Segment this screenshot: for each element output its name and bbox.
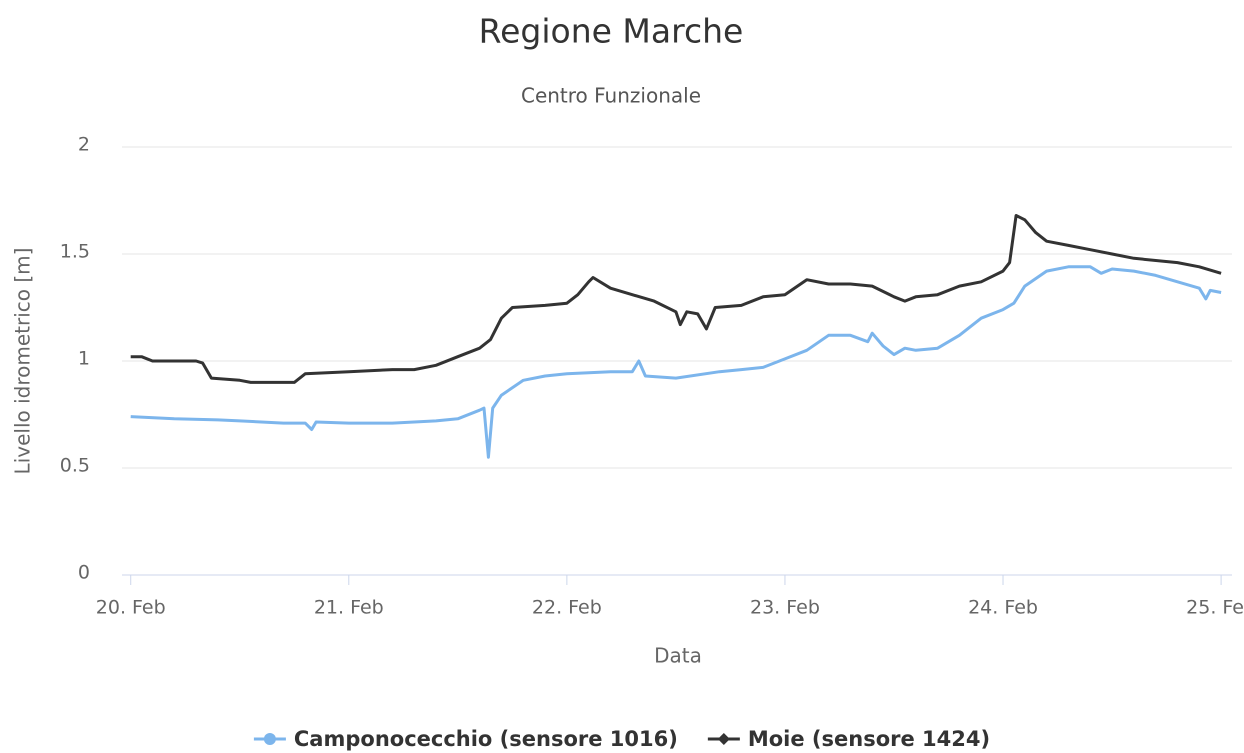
legend-item: Moie (sensore 1424) bbox=[707, 727, 990, 751]
x-axis-title: Data bbox=[654, 644, 702, 668]
y-tick-label: 1 bbox=[78, 348, 90, 370]
series-line bbox=[130, 265, 1222, 459]
x-tick-label: 22. Feb bbox=[532, 597, 602, 619]
x-tick-label: 21. Feb bbox=[314, 597, 384, 619]
y-tick-label: 1.5 bbox=[60, 241, 90, 263]
y-tick-label: 0.5 bbox=[60, 455, 90, 477]
x-tick-label: 25. Feb bbox=[1186, 597, 1244, 619]
y-tick-label: 0 bbox=[78, 562, 90, 584]
x-tick-label: 23. Feb bbox=[750, 597, 820, 619]
x-tick-label: 24. Feb bbox=[968, 597, 1038, 619]
legend-label: Camponocecchio (sensore 1016) bbox=[294, 727, 678, 751]
legend-symbol-marker bbox=[263, 733, 276, 745]
chart-subtitle: Centro Funzionale bbox=[521, 84, 701, 108]
legend-label: Moie (sensore 1424) bbox=[748, 727, 990, 751]
legend-item: Camponocecchio (sensore 1016) bbox=[253, 727, 678, 751]
series-line bbox=[130, 214, 1222, 384]
legend: Camponocecchio (sensore 1016) Moie (senso… bbox=[253, 727, 990, 751]
chart-title: Regione Marche bbox=[479, 12, 744, 51]
y-tick-label: 2 bbox=[78, 134, 90, 156]
legend-symbol-marker bbox=[717, 733, 730, 745]
y-axis-title: Livello idrometrico [m] bbox=[11, 248, 35, 475]
x-tick-label: 20. Feb bbox=[96, 597, 166, 619]
